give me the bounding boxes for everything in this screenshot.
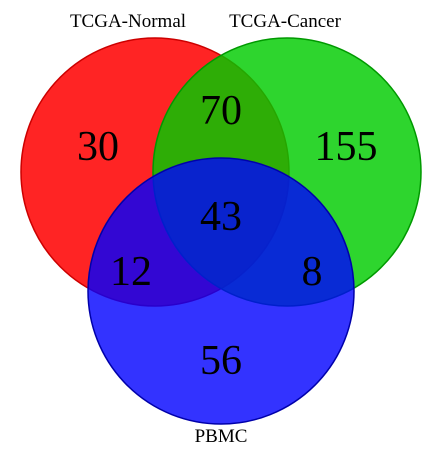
- count-normal-only: 30: [77, 124, 119, 170]
- circle-pbmc: [87, 157, 355, 425]
- label-tcga-normal: TCGA-Normal: [70, 11, 186, 32]
- label-pbmc: PBMC: [195, 426, 248, 447]
- count-all-three: 43: [200, 194, 242, 240]
- count-cancer-only: 155: [315, 124, 378, 170]
- count-cancer-pbmc: 8: [302, 249, 323, 295]
- count-normal-pbmc: 12: [110, 249, 152, 295]
- count-pbmc-only: 56: [200, 338, 242, 384]
- count-normal-cancer: 70: [200, 88, 242, 134]
- label-tcga-cancer: TCGA-Cancer: [229, 11, 342, 32]
